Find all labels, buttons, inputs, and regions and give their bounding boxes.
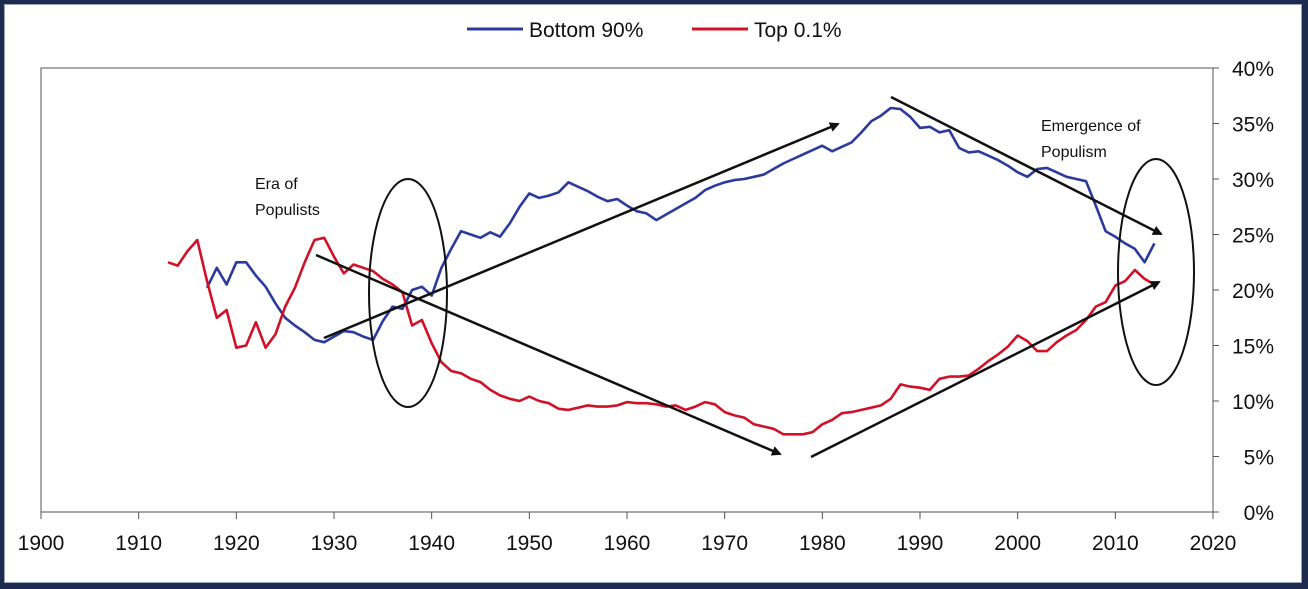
legend-label-top-0-1: Top 0.1% — [754, 19, 842, 42]
x-axis: 1900 1910 1920 1930 1940 1950 1960 1970 1980 1990… — [18, 512, 1237, 555]
annotations: Era of Populists Emergence of Populism — [255, 95, 1195, 459]
x-tick-label-1920: 1920 — [213, 532, 260, 555]
x-tick-label-1910: 1910 — [115, 532, 162, 555]
x-tick-label-1940: 1940 — [408, 532, 455, 555]
x-tick-label-1960: 1960 — [604, 532, 651, 555]
y-tick-label-40: 40% — [1232, 58, 1274, 81]
annotation-era-of-populists-line-1: Era of — [255, 176, 298, 193]
legend-label-bottom-90: Bottom 90% — [529, 19, 643, 42]
x-tick-label-2020: 2020 — [1190, 532, 1237, 555]
series-line-bottom-90 — [205, 106, 1156, 344]
series-line-top-0-1 — [167, 236, 1156, 436]
arrow-falling-bottom-90 — [890, 95, 1163, 236]
annotation-emergence-of-populism-line-1: Emergence of — [1041, 118, 1141, 135]
y-tick-label-10: 10% — [1232, 391, 1274, 414]
y-tick-label-20: 20% — [1232, 280, 1274, 303]
arrow-falling-top-0-1 — [315, 253, 782, 456]
annotation-era-of-populists-line-2: Populists — [255, 202, 320, 219]
x-tick-label-1970: 1970 — [701, 532, 748, 555]
legend: Bottom 90% Top 0.1% — [467, 19, 842, 42]
x-tick-label-1930: 1930 — [311, 532, 358, 555]
x-tick-label-1900: 1900 — [18, 532, 65, 555]
chart-frame: Bottom 90% Top 0.1% 1900 1910 1920 1930 1940… — [4, 4, 1302, 583]
income-share-chart: Bottom 90% Top 0.1% 1900 1910 1920 1930 1940… — [18, 19, 1274, 555]
x-tick-label-2010: 2010 — [1092, 532, 1139, 555]
y-axis: 0% 5% 10% 15% 20% 25% 30% 35% 40% — [1213, 58, 1274, 525]
x-tick-label-1980: 1980 — [799, 532, 846, 555]
ellipse-emergence-of-populism — [1117, 158, 1195, 386]
y-tick-label-30: 30% — [1232, 169, 1274, 192]
y-tick-label-25: 25% — [1232, 225, 1274, 248]
ellipse-era-of-populists — [368, 178, 448, 408]
series-lines — [167, 106, 1156, 436]
x-tick-label-1990: 1990 — [897, 532, 944, 555]
plot-area — [40, 67, 1214, 513]
y-tick-label-15: 15% — [1232, 336, 1274, 359]
annotation-emergence-of-populism-line-2: Populism — [1041, 144, 1107, 161]
arrow-rising-top-0-1 — [810, 280, 1161, 459]
y-tick-label-5: 5% — [1244, 447, 1274, 470]
arrow-rising-bottom-90 — [323, 122, 840, 340]
y-tick-label-35: 35% — [1232, 114, 1274, 137]
x-tick-label-1950: 1950 — [506, 532, 553, 555]
x-tick-label-2000: 2000 — [994, 532, 1041, 555]
y-tick-label-0: 0% — [1244, 502, 1274, 525]
